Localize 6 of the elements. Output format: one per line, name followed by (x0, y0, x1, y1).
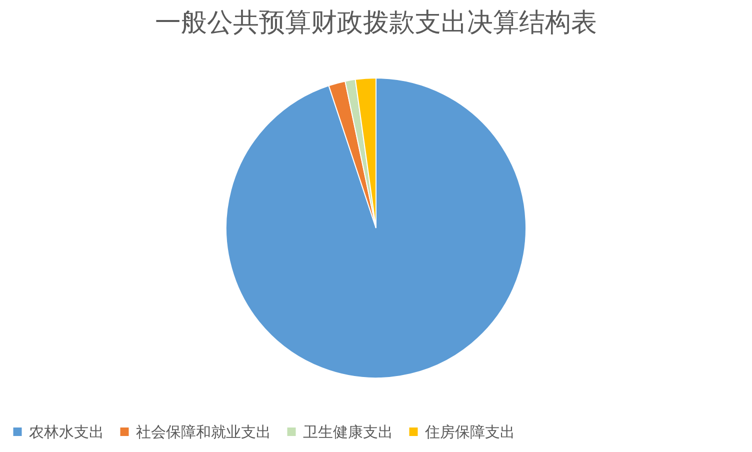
legend-label: 社会保障和就业支出 (136, 422, 271, 441)
chart-title: 一般公共预算财政拨款支出决算结构表 (155, 8, 597, 38)
legend-label: 农林水支出 (29, 422, 104, 441)
pie-slice (226, 78, 526, 378)
legend-label: 住房保障支出 (424, 422, 515, 441)
legend-label: 卫生健康支出 (303, 422, 393, 441)
